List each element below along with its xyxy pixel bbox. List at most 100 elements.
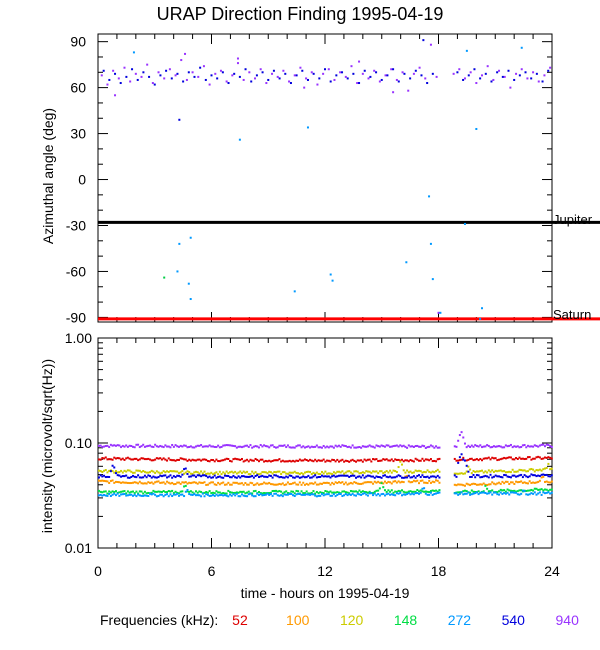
y-tick-label: 0.10 bbox=[65, 435, 92, 451]
intensity-point-272 bbox=[286, 493, 289, 496]
intensity-point-940 bbox=[218, 446, 221, 449]
intensity-point-120 bbox=[114, 470, 117, 473]
intensity-point-940 bbox=[360, 446, 363, 449]
intensity-point-940 bbox=[387, 444, 390, 447]
intensity-point-272 bbox=[174, 493, 177, 496]
intensity-point-272 bbox=[423, 487, 426, 490]
intensity-point-100 bbox=[504, 480, 507, 483]
intensity-point-100 bbox=[252, 484, 255, 487]
intensity-point-120 bbox=[402, 469, 405, 472]
intensity-point-940 bbox=[193, 446, 196, 449]
intensity-point-148 bbox=[212, 491, 215, 494]
intensity-point-540 bbox=[142, 476, 145, 479]
intensity-point-120 bbox=[286, 472, 289, 475]
intensity-point-272 bbox=[327, 493, 330, 496]
intensity-point-148 bbox=[429, 489, 432, 492]
intensity-point-940 bbox=[205, 445, 208, 448]
intensity-point-272 bbox=[184, 490, 187, 493]
intensity-point-100 bbox=[339, 481, 342, 484]
intensity-point-120 bbox=[268, 470, 271, 473]
intensity-point-540 bbox=[378, 476, 381, 479]
intensity-point-940 bbox=[358, 445, 361, 448]
intensity-point-120 bbox=[252, 472, 255, 475]
data-point-940 bbox=[458, 68, 461, 71]
intensity-point-120 bbox=[240, 472, 243, 475]
intensity-point-272 bbox=[196, 494, 199, 497]
intensity-point-540 bbox=[155, 476, 158, 479]
intensity-point-52 bbox=[506, 456, 509, 459]
intensity-point-940 bbox=[186, 446, 189, 449]
intensity-point-940 bbox=[436, 446, 439, 449]
intensity-point-100 bbox=[467, 483, 470, 486]
intensity-point-940 bbox=[463, 442, 466, 445]
intensity-point-940 bbox=[484, 445, 487, 448]
y-tick-label: 1.00 bbox=[65, 330, 92, 346]
intensity-point-272 bbox=[130, 493, 133, 496]
intensity-point-148 bbox=[341, 490, 344, 493]
intensity-point-940 bbox=[281, 444, 284, 447]
intensity-point-52 bbox=[402, 460, 405, 463]
intensity-point-272 bbox=[99, 493, 102, 496]
intensity-point-540 bbox=[198, 474, 201, 477]
intensity-point-100 bbox=[188, 481, 191, 484]
intensity-point-52 bbox=[487, 456, 490, 459]
intensity-point-100 bbox=[160, 481, 163, 484]
intensity-point-540 bbox=[487, 476, 490, 479]
data-point-940 bbox=[452, 72, 455, 75]
intensity-point-52 bbox=[538, 456, 541, 459]
intensity-point-148 bbox=[97, 489, 100, 492]
data-point-940 bbox=[100, 74, 103, 77]
intensity-point-272 bbox=[200, 495, 203, 498]
intensity-point-100 bbox=[481, 483, 484, 486]
intensity-point-120 bbox=[496, 470, 499, 473]
intensity-point-100 bbox=[526, 482, 529, 485]
intensity-point-540 bbox=[275, 474, 278, 477]
intensity-point-100 bbox=[368, 481, 371, 484]
intensity-point-540 bbox=[389, 475, 392, 478]
intensity-point-272 bbox=[475, 491, 478, 494]
intensity-point-540 bbox=[470, 475, 473, 478]
intensity-point-148 bbox=[516, 490, 519, 493]
intensity-point-940 bbox=[477, 445, 480, 448]
intensity-point-100 bbox=[269, 483, 272, 486]
intensity-point-940 bbox=[268, 446, 271, 449]
intensity-point-148 bbox=[373, 490, 376, 493]
intensity-point-120 bbox=[194, 470, 197, 473]
intensity-point-100 bbox=[421, 479, 424, 482]
intensity-point-100 bbox=[261, 482, 264, 485]
intensity-point-52 bbox=[269, 460, 272, 463]
intensity-point-540 bbox=[138, 476, 141, 479]
intensity-point-52 bbox=[477, 459, 480, 462]
intensity-point-940 bbox=[418, 445, 421, 448]
intensity-point-940 bbox=[295, 445, 298, 448]
intensity-point-272 bbox=[380, 493, 383, 496]
intensity-point-540 bbox=[322, 475, 325, 478]
intensity-point-940 bbox=[370, 445, 373, 448]
intensity-point-540 bbox=[394, 476, 397, 479]
intensity-point-120 bbox=[346, 470, 349, 473]
intensity-point-120 bbox=[491, 469, 494, 472]
intensity-point-940 bbox=[172, 445, 175, 448]
intensity-point-540 bbox=[285, 475, 288, 478]
bottom-plot-frame bbox=[97, 337, 553, 549]
intensity-point-120 bbox=[97, 469, 100, 472]
intensity-point-540 bbox=[247, 475, 250, 478]
intensity-point-272 bbox=[491, 493, 494, 496]
intensity-point-52 bbox=[544, 456, 547, 459]
intensity-point-940 bbox=[373, 446, 376, 449]
intensity-point-52 bbox=[172, 459, 175, 462]
intensity-point-272 bbox=[501, 492, 504, 495]
intensity-point-148 bbox=[305, 490, 308, 493]
intensity-point-272 bbox=[247, 493, 250, 496]
intensity-point-100 bbox=[508, 483, 511, 486]
data-point-940 bbox=[214, 72, 217, 75]
top-y-axis-label: Azimuthal angle (deg) bbox=[40, 107, 56, 245]
intensity-point-148 bbox=[433, 489, 436, 492]
intensity-point-52 bbox=[183, 458, 186, 461]
intensity-point-148 bbox=[382, 486, 385, 489]
intensity-point-100 bbox=[375, 481, 378, 484]
intensity-point-100 bbox=[111, 479, 114, 482]
intensity-point-272 bbox=[269, 493, 272, 496]
intensity-point-120 bbox=[302, 473, 305, 476]
intensity-point-940 bbox=[523, 444, 526, 447]
